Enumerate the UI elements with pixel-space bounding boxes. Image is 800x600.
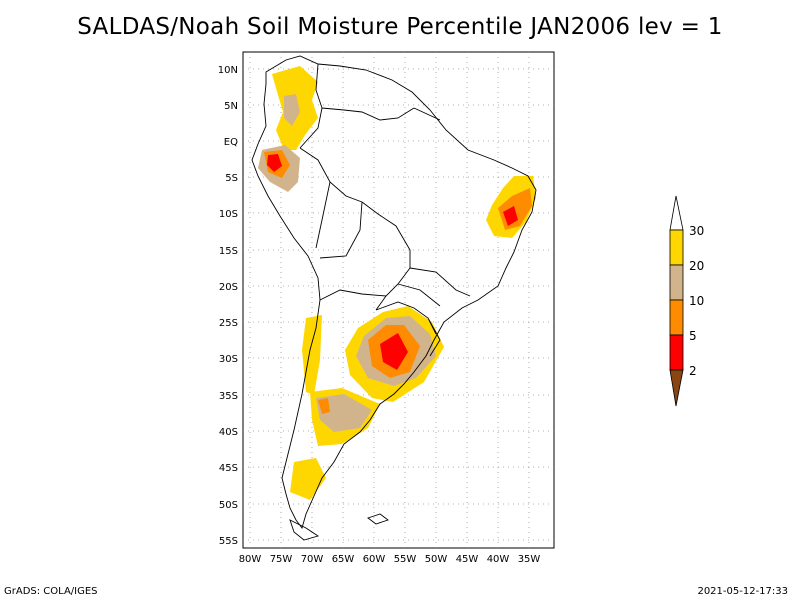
lon-label: 50W [425, 554, 448, 565]
lon-label: 35W [518, 554, 541, 565]
lat-label: 25S [219, 318, 238, 329]
colorbar-label: 5 [689, 329, 697, 343]
colorbar-label: 10 [689, 294, 704, 308]
colorbar-label: 30 [689, 224, 704, 238]
colorbar-10-20 [669, 264, 684, 301]
lon-label: 70W [301, 554, 324, 565]
shade-lowlands-red [380, 333, 408, 370]
shade-andes-yellow [302, 315, 322, 395]
lat-label: EQ [224, 137, 238, 148]
footer-timestamp: 2021-05-12-17:33 [697, 586, 788, 597]
colorbar [669, 195, 684, 407]
falkland-islands [367, 513, 389, 525]
lon-label: 80W [239, 554, 262, 565]
lat-label: 10S [219, 209, 238, 220]
percentile-shading [258, 66, 536, 500]
map-title: SALDAS/Noah Soil Moisture Percentile JAN… [77, 14, 723, 40]
colorbar-below2 [669, 369, 684, 407]
lon-label: 65W [332, 554, 355, 565]
lat-axis: 10N 5N EQ 5S 10S 15S 20S 25S 30S 35S 40S… [218, 65, 238, 547]
lon-label: 75W [270, 554, 293, 565]
lon-label: 45W [456, 554, 479, 565]
lat-label: 45S [219, 463, 238, 474]
lon-label: 40W [487, 554, 510, 565]
lat-label: 30S [219, 354, 238, 365]
lat-label: 5S [225, 173, 238, 184]
lat-label: 15S [219, 246, 238, 257]
colorbar-label: 2 [689, 364, 697, 378]
country-borders [299, 63, 471, 357]
colorbar-20-30 [669, 229, 684, 266]
shade-pampas-orange [318, 398, 330, 414]
lon-label: 60W [363, 554, 386, 565]
shade-ne-brazil-red [503, 206, 518, 226]
coastlines [251, 55, 537, 541]
lon-axis: 80W 75W 70W 65W 60W 55W 50W 45W 40W 35W [239, 554, 541, 565]
lat-label: 20S [219, 282, 238, 293]
lat-label: 5N [224, 101, 238, 112]
lat-label: 35S [219, 391, 238, 402]
tierra-del-fuego [289, 519, 320, 541]
colorbar-above30 [669, 195, 684, 231]
lat-label: 10N [218, 65, 238, 76]
lat-label: 55S [219, 536, 238, 547]
colorbar-labels: 30 20 10 5 2 [689, 224, 704, 378]
colorbar-5-10 [669, 299, 684, 336]
shade-pampas-tan [316, 394, 372, 432]
footer-credit: GrADS: COLA/IGES [4, 586, 98, 597]
shade-colombia-tan [284, 94, 300, 126]
colorbar-2-5 [669, 334, 684, 371]
south-america-outline [251, 55, 537, 529]
shade-peru-red [267, 154, 282, 172]
lat-label: 50S [219, 500, 238, 511]
lon-label: 55W [394, 554, 417, 565]
lat-label: 40S [219, 427, 238, 438]
colorbar-label: 20 [689, 259, 704, 273]
